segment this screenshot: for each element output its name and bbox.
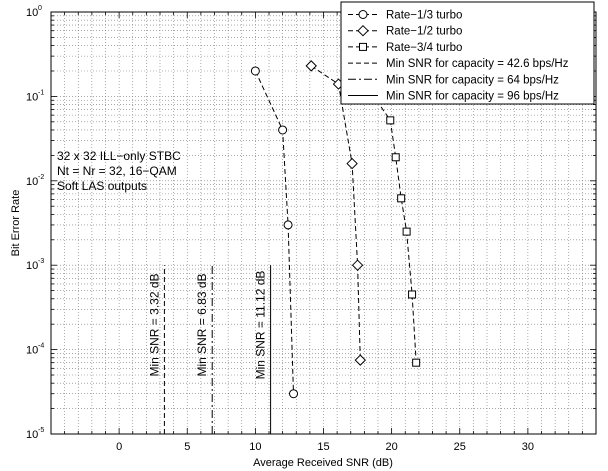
y-tick-exponent: -3: [38, 258, 44, 265]
y-tick-exponent: -1: [38, 89, 44, 96]
min-snr-labels: Min SNR = 3.32 dB Min SNR = 6.83 dB Min SN…: [147, 271, 267, 380]
data-point-diamond: [354, 354, 366, 366]
x-tick-label: 15: [317, 441, 329, 453]
y-tick-exponent: 0: [38, 5, 42, 12]
data-point-square: [397, 194, 406, 203]
x-axis-title: Average Received SNR (dB): [253, 457, 393, 469]
legend: Rate−1/3 turbo Rate−1/2 turbo Rate−3/4 tur…: [340, 1, 595, 105]
data-point-square: [359, 42, 367, 51]
data-point-circle: [283, 220, 293, 230]
min-snr-label-4: Min SNR = 6.83 dB: [195, 273, 209, 376]
data-point-square: [412, 358, 421, 367]
data-point-diamond: [351, 259, 364, 271]
y-tick-label: 10: [26, 429, 38, 441]
y-tick-exponent: -4: [38, 343, 44, 350]
legend-label-3: Min SNR for capacity = 42.6 bps/Hz: [386, 58, 569, 70]
x-tick-label: 0: [116, 441, 122, 453]
y-axis-title: Bit Error Rate: [10, 190, 22, 257]
annotation-line-1: 32 x 32 ILL−only STBC: [57, 149, 181, 163]
data-point-square: [402, 227, 411, 236]
x-tick-labels: 0 5 10 15 20 25 30: [116, 441, 534, 453]
annotation-line-3: Soft LAS outputs: [57, 179, 147, 193]
y-tick-label: 10: [26, 91, 38, 103]
x-tick-label: 25: [454, 441, 466, 453]
data-point-diamond: [357, 24, 369, 37]
data-point-diamond: [346, 157, 358, 170]
grid: [51, 12, 596, 434]
series-line-1: [310, 65, 361, 361]
annotation: 32 x 32 ILL−only STBC Nt = Nr = 32, 16−Q…: [57, 149, 181, 193]
legend-label-5: Min SNR for capacity = 96 bps/Hz: [386, 91, 559, 103]
min-snr-label-3: Min SNR = 3.32 dB: [147, 273, 161, 376]
x-tick-label: 30: [522, 441, 534, 453]
legend-label-4: Min SNR for capacity = 64 bps/Hz: [386, 74, 559, 86]
legend-label-0: Rate−1/3 turbo: [386, 10, 462, 22]
data-point-circle: [278, 125, 288, 135]
y-tick-label: 10: [26, 345, 38, 357]
x-tick-label: 10: [249, 441, 261, 453]
series-layer: [163, 60, 421, 434]
y-tick-exponent: -2: [38, 174, 44, 181]
min-snr-label-5: Min SNR = 11.12 dB: [254, 271, 268, 380]
data-point-diamond: [305, 60, 317, 72]
y-tick-label: 10: [26, 260, 38, 272]
legend-box: [340, 1, 595, 105]
data-point-circle: [250, 66, 260, 76]
data-point-circle: [289, 389, 299, 399]
x-tick-label: 20: [386, 441, 398, 453]
legend-label-2: Rate−3/4 turbo: [386, 42, 462, 54]
series-line-0: [254, 70, 294, 394]
y-tick-label: 10: [26, 176, 38, 188]
data-point-circle: [358, 10, 368, 19]
data-point-square: [408, 290, 417, 299]
annotation-line-2: Nt = Nr = 32, 16−QAM: [57, 164, 177, 178]
y-tick-exponent: -5: [38, 427, 44, 434]
data-point-square: [391, 153, 400, 162]
data-point-square: [386, 116, 395, 125]
y-tick-label: 10: [26, 7, 38, 19]
x-tick-label: 5: [184, 441, 190, 453]
legend-label-1: Rate−1/2 turbo: [386, 26, 462, 38]
